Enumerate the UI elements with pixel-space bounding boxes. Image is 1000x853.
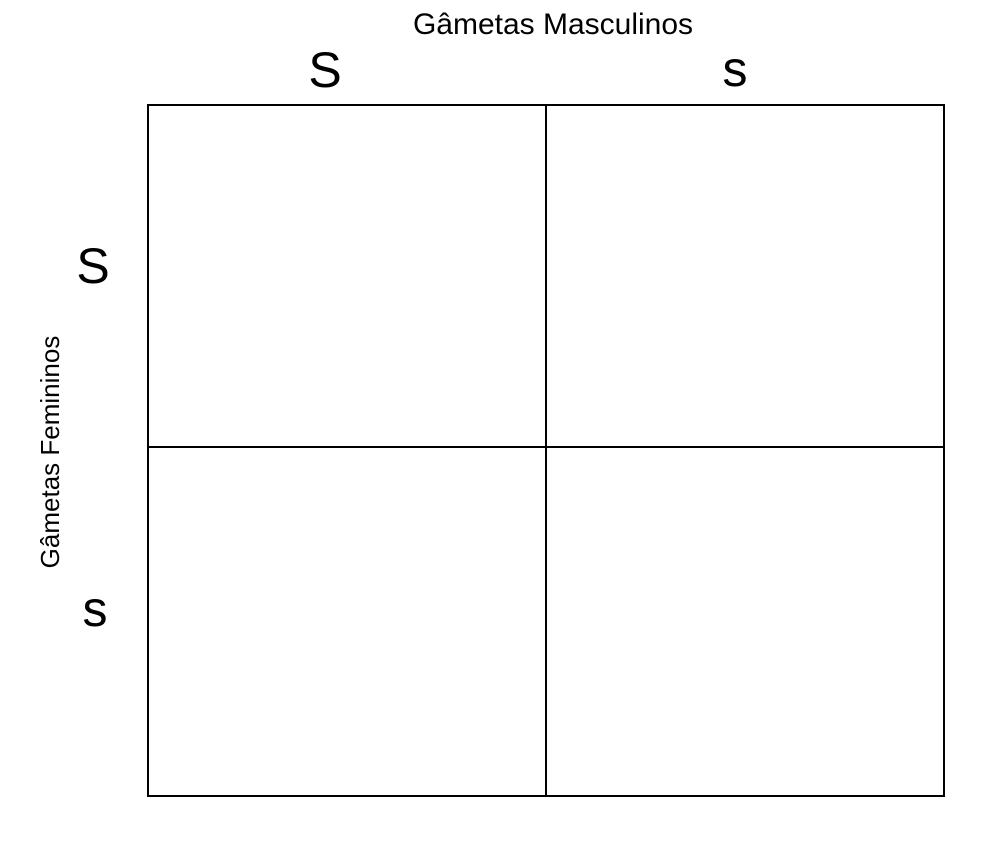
punnett-grid xyxy=(147,104,945,797)
row-header-S-dominant: S xyxy=(76,238,110,294)
grid-horizontal-divider xyxy=(149,446,943,448)
grid-vertical-divider xyxy=(545,106,547,795)
column-header-S-dominant: S xyxy=(308,42,342,98)
punnett-cell-top-right xyxy=(547,106,943,446)
punnett-cell-bottom-left xyxy=(149,448,545,795)
punnett-cell-top-left xyxy=(149,106,545,446)
male-gametes-title: Gâmetas Masculinos xyxy=(412,8,694,41)
female-gametes-title: Gâmetas Femininos xyxy=(35,335,65,569)
row-header-s-recessive: s xyxy=(82,581,108,637)
column-header-s-recessive: s xyxy=(722,41,748,97)
punnett-cell-bottom-right xyxy=(547,448,943,795)
